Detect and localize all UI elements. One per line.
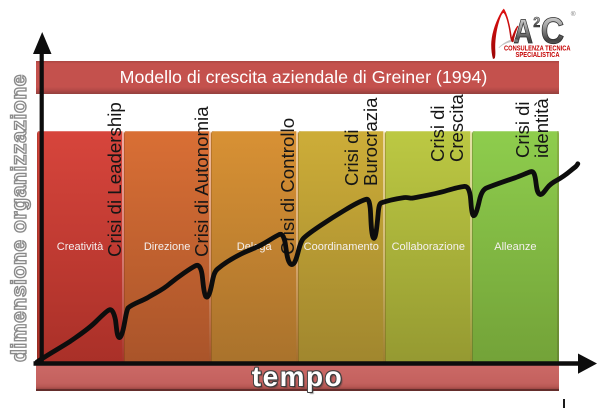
svg-text:CONSULENZA TECNICA: CONSULENZA TECNICA [504, 44, 571, 53]
svg-text:A: A [514, 13, 534, 51]
svg-text:®: ® [571, 10, 576, 18]
svg-text:SPECIALISTICA: SPECIALISTICA [516, 50, 560, 59]
svg-text:C: C [541, 11, 565, 52]
svg-text:2: 2 [533, 14, 540, 31]
